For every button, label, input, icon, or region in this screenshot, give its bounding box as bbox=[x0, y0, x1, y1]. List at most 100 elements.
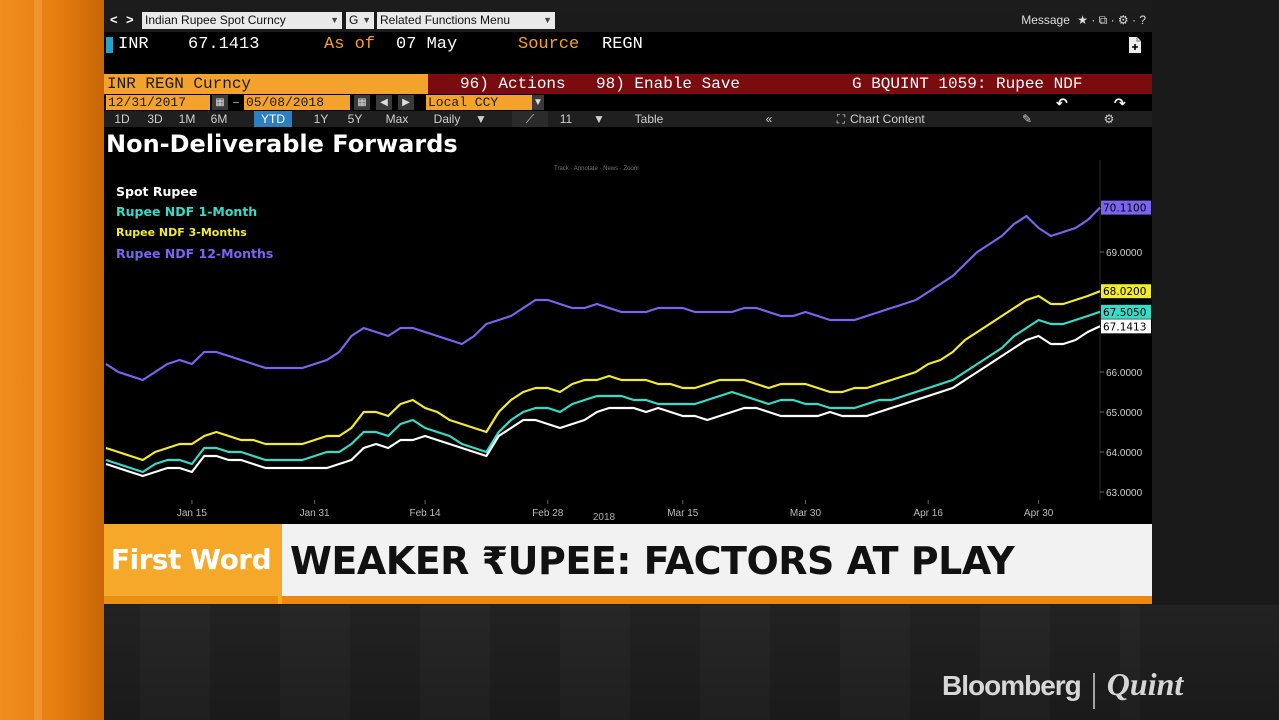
chart-toolbar: 1D 3D 1M 6M YTD 1Y 5Y Max Daily ▼ ⟋ 11 ▼… bbox=[104, 111, 1152, 127]
edit-icon[interactable]: ✎ bbox=[1021, 112, 1033, 126]
window-icons[interactable]: ★ · ⧉ · ⚙ · ? bbox=[1077, 13, 1146, 27]
y-tick-label: 64.0000 bbox=[1106, 448, 1143, 459]
next-period-button[interactable]: ▶ bbox=[398, 95, 414, 110]
x-tick-label: Jan 15 bbox=[177, 508, 207, 519]
currency-value: Local CCY bbox=[428, 95, 499, 110]
collapse-icon[interactable]: « bbox=[765, 112, 773, 126]
chevron-down-icon: ▼ bbox=[543, 15, 552, 25]
series-line bbox=[105, 310, 1101, 474]
date-range-bar: 12/31/2017 ▦ – 05/08/2018 ▦ ◀ ▶ Local CC… bbox=[104, 95, 1152, 111]
range-button[interactable]: 1M bbox=[178, 112, 196, 126]
quote-line: INR 67.1413 As of 07 May Source REGN bbox=[104, 32, 1152, 58]
security-field-value: Indian Rupee Spot Curncy bbox=[145, 13, 286, 27]
security-field[interactable]: Indian Rupee Spot Curncy ▼ bbox=[142, 12, 342, 29]
last-value-tag bbox=[1101, 319, 1151, 334]
redo-button[interactable]: ↷ bbox=[1114, 95, 1126, 111]
last-value-tag bbox=[1101, 304, 1151, 319]
line-chart: Track · Annotate · News · Zoom Spot Rupe… bbox=[104, 160, 1152, 524]
x-tick-label: Mar 30 bbox=[790, 508, 822, 519]
topbar-right-controls: Message ★ · ⧉ · ⚙ · ? bbox=[1017, 13, 1146, 28]
as-of-label: As of bbox=[324, 35, 376, 54]
legend-entry: Rupee NDF 1-Month bbox=[116, 204, 257, 219]
gear-icon[interactable]: ⚙ bbox=[1103, 112, 1115, 126]
x-axis: Jan 15 Jan 31 Feb 14 Feb 28 Mar 15 Mar 30 Apr … bbox=[177, 508, 1054, 519]
back-button[interactable]: < bbox=[110, 12, 118, 27]
terminal-topbar: < > Indian Rupee Spot Curncy ▼ G ▼ Relat… bbox=[104, 10, 1152, 32]
function-field[interactable]: G ▼ bbox=[346, 12, 374, 29]
command-bar: INR REGN Curncy 96) Actions 98) Enable S… bbox=[104, 74, 1152, 94]
x-tick-label: Jan 31 bbox=[300, 508, 330, 519]
chevron-down-icon[interactable]: ▼ bbox=[593, 112, 605, 126]
range-button-active[interactable]: YTD bbox=[254, 111, 292, 127]
actions-menu[interactable]: 96) Actions bbox=[460, 75, 566, 93]
undo-button[interactable]: ↶ bbox=[1056, 95, 1068, 111]
range-button[interactable]: 6M bbox=[210, 112, 228, 126]
y-tick-label: 69.0000 bbox=[1106, 248, 1143, 259]
range-button[interactable]: Max bbox=[385, 112, 409, 126]
y-axis: 69.0000 66.0000 65.0000 64.0000 63.0000 bbox=[1106, 248, 1143, 499]
logo-divider bbox=[1092, 672, 1095, 709]
headline: WEAKER ₹UPEE: FACTORS AT PLAY bbox=[290, 539, 1015, 583]
lower-third: First Word WEAKER ₹UPEE: FACTORS AT PLAY bbox=[104, 524, 1152, 604]
function-field-value: G bbox=[349, 13, 359, 27]
bloombergquint-logo: Bloomberg Quint bbox=[942, 662, 1184, 709]
orange-backdrop bbox=[0, 0, 104, 720]
export-icon[interactable] bbox=[1128, 36, 1142, 54]
chevron-down-icon[interactable]: ▼ bbox=[475, 112, 487, 126]
series-line bbox=[105, 290, 1101, 462]
segment-tag-base bbox=[104, 596, 278, 604]
start-date-field[interactable]: 12/31/2017 bbox=[106, 95, 210, 110]
y-tick-label: 65.0000 bbox=[1106, 408, 1143, 419]
table-button[interactable]: Table bbox=[634, 112, 664, 126]
calendar-icon[interactable]: ▦ bbox=[354, 95, 370, 110]
series-line bbox=[105, 206, 1101, 382]
bars-count[interactable]: 11 bbox=[559, 112, 573, 126]
x-tick-label: Apr 30 bbox=[1024, 508, 1054, 519]
chart-grid bbox=[191, 160, 1104, 504]
chart-content-button[interactable]: Chart Content bbox=[850, 112, 925, 126]
chart-background bbox=[104, 160, 1152, 524]
previous-period-button[interactable]: ◀ bbox=[376, 95, 392, 110]
legend-entry: Spot Rupee bbox=[116, 184, 197, 199]
source-label: Source bbox=[518, 35, 580, 54]
series-line bbox=[105, 325, 1101, 478]
currency-field[interactable]: Local CCY bbox=[426, 95, 532, 110]
logo-bloomberg: Bloomberg bbox=[942, 670, 1082, 701]
range-button[interactable]: 5Y bbox=[347, 112, 363, 126]
last-value-label: 70.1100 bbox=[1103, 203, 1146, 215]
end-date-field[interactable]: 05/08/2018 bbox=[244, 95, 350, 110]
security-name[interactable]: INR REGN Curncy bbox=[104, 74, 428, 94]
forward-button[interactable]: > bbox=[126, 12, 134, 27]
bloomberg-terminal: < > Indian Rupee Spot Curncy ▼ G ▼ Relat… bbox=[104, 10, 1152, 524]
last-value-tags: 67.1413 67.5050 68.0200 70.1100 bbox=[1101, 200, 1151, 334]
last-value-label: 67.1413 bbox=[1103, 321, 1146, 333]
chevron-down-icon[interactable]: ▼ bbox=[532, 95, 544, 110]
related-functions-label: Related Functions Menu bbox=[380, 13, 511, 27]
x-tick-label: Feb 14 bbox=[409, 508, 441, 519]
x-tick-label: Feb 28 bbox=[532, 508, 564, 519]
chart-title: Non-Deliverable Forwards bbox=[106, 130, 458, 158]
legend-entry: Rupee NDF 3-Months bbox=[116, 226, 247, 239]
line-chart-icon[interactable]: ⟋ bbox=[512, 111, 548, 127]
frequency-dropdown[interactable]: Daily bbox=[433, 112, 461, 126]
last-value-tag bbox=[1101, 284, 1151, 299]
chevron-down-icon: ▼ bbox=[362, 15, 371, 25]
logo-quint: Quint bbox=[1106, 666, 1184, 702]
last-price: 67.1413 bbox=[188, 35, 260, 54]
message-button[interactable]: Message bbox=[1021, 13, 1070, 27]
chevron-down-icon: ▼ bbox=[330, 15, 339, 25]
range-button[interactable]: 3D bbox=[147, 112, 163, 126]
calendar-icon[interactable]: ▦ bbox=[212, 95, 228, 110]
legend-entry: Rupee NDF 12-Months bbox=[116, 246, 273, 261]
chart-top-legend: Track · Annotate · News · Zoom bbox=[554, 166, 639, 172]
chart-content-icon[interactable]: ⛶ bbox=[836, 112, 846, 126]
range-button[interactable]: 1D bbox=[114, 112, 130, 126]
last-value-tag bbox=[1101, 200, 1151, 215]
enable-save-button[interactable]: 98) Enable Save bbox=[596, 75, 741, 93]
x-tick-label: Mar 15 bbox=[667, 508, 699, 519]
y-tick-label: 66.0000 bbox=[1106, 368, 1143, 379]
segment-tag: First Word bbox=[104, 524, 278, 596]
related-functions-menu[interactable]: Related Functions Menu ▼ bbox=[377, 12, 555, 29]
range-button[interactable]: 1Y bbox=[313, 112, 329, 126]
series-lines bbox=[105, 206, 1101, 478]
